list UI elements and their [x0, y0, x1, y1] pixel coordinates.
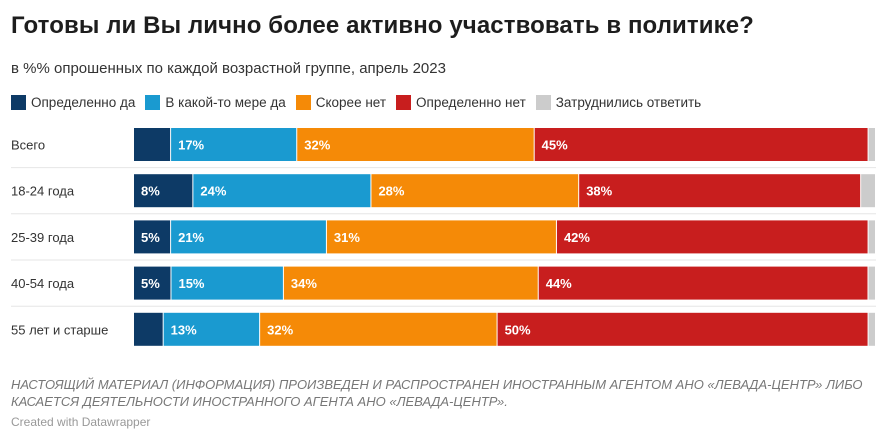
bar-segment — [534, 128, 868, 161]
bar-segment — [538, 266, 868, 300]
bar-segment — [163, 312, 260, 346]
value-label: 45% — [542, 138, 568, 153]
bar-segment — [134, 174, 193, 208]
legend-item: Затруднились ответить — [535, 94, 702, 110]
value-label: 44% — [546, 276, 572, 291]
legend-swatch — [11, 94, 26, 110]
bar-segment — [193, 174, 371, 208]
bar-segment — [260, 312, 497, 346]
bar-segment — [868, 312, 875, 346]
stacked-bar-chart: Всего 17% 32% 45% 18-24 года 8% 24% 28% 38% 25-39… — [11, 128, 876, 346]
bar-segment — [297, 128, 534, 161]
value-label: 28% — [378, 184, 404, 199]
legend-label: В какой-то мере да — [165, 94, 286, 110]
legend-item: В какой-то мере да — [145, 94, 286, 110]
value-label: 5% — [141, 230, 160, 245]
bar-segment — [171, 128, 297, 161]
value-label: 32% — [267, 322, 293, 337]
legend-item: Определенно да — [11, 94, 136, 110]
category-label: 18-24 года — [11, 184, 75, 199]
value-label: 24% — [200, 184, 226, 199]
bar-segment — [134, 266, 171, 300]
bar-segment — [579, 174, 861, 208]
value-label: 31% — [334, 230, 360, 245]
chart-subtitle: в %% опрошенных по каждой возрастной гру… — [11, 60, 446, 77]
bar-segment — [171, 266, 283, 300]
legend-item: Скорее нет — [295, 94, 387, 110]
bar-segment — [497, 312, 868, 346]
value-label: 50% — [505, 322, 531, 337]
category-label: 40-54 года — [11, 276, 75, 291]
bar-segment — [868, 266, 875, 300]
bar-segment — [134, 128, 171, 161]
bar-segment — [556, 220, 868, 254]
legend-item: Определенно нет — [396, 94, 526, 110]
bar-segment — [868, 220, 875, 254]
value-label: 21% — [178, 230, 204, 245]
legend-swatch — [145, 94, 161, 110]
value-label: 5% — [141, 276, 160, 291]
value-label: 13% — [171, 322, 197, 337]
legend-swatch — [295, 94, 311, 110]
legend: Определенно да В какой-то мере да Скорее н… — [11, 92, 711, 112]
bar-segment — [371, 174, 579, 208]
value-label: 8% — [141, 184, 160, 199]
value-label: 32% — [304, 138, 330, 153]
bar-segment — [134, 220, 171, 254]
legend-swatch — [535, 94, 551, 110]
legend-swatch — [396, 94, 412, 110]
credit-line: Created with Datawrapper — [11, 415, 151, 429]
bar-segment — [326, 220, 556, 254]
legend-label: Определенно да — [31, 94, 136, 110]
legend-label: Определенно нет — [416, 94, 526, 110]
legend-label: Скорее нет — [315, 94, 387, 110]
value-label: 34% — [291, 276, 317, 291]
category-label: 25-39 года — [11, 230, 75, 245]
chart-title: Готовы ли Вы лично более активно участво… — [11, 12, 754, 39]
bar-segment — [868, 128, 875, 161]
value-label: 42% — [564, 230, 590, 245]
foreign-agent-note: НАСТОЯЩИЙ МАТЕРИАЛ (ИНФОРМАЦИЯ) ПРОИЗВЕД… — [11, 377, 863, 409]
category-label: 55 лет и старше — [11, 322, 108, 337]
value-label: 15% — [178, 276, 204, 291]
bar-segment — [283, 266, 538, 300]
bar-segment — [861, 174, 875, 208]
category-label: Всего — [11, 138, 45, 153]
value-label: 17% — [178, 138, 204, 153]
legend-label: Затруднились ответить — [555, 94, 702, 110]
value-label: 38% — [586, 184, 612, 199]
bar-segment — [171, 220, 326, 254]
bar-segment — [134, 312, 163, 346]
